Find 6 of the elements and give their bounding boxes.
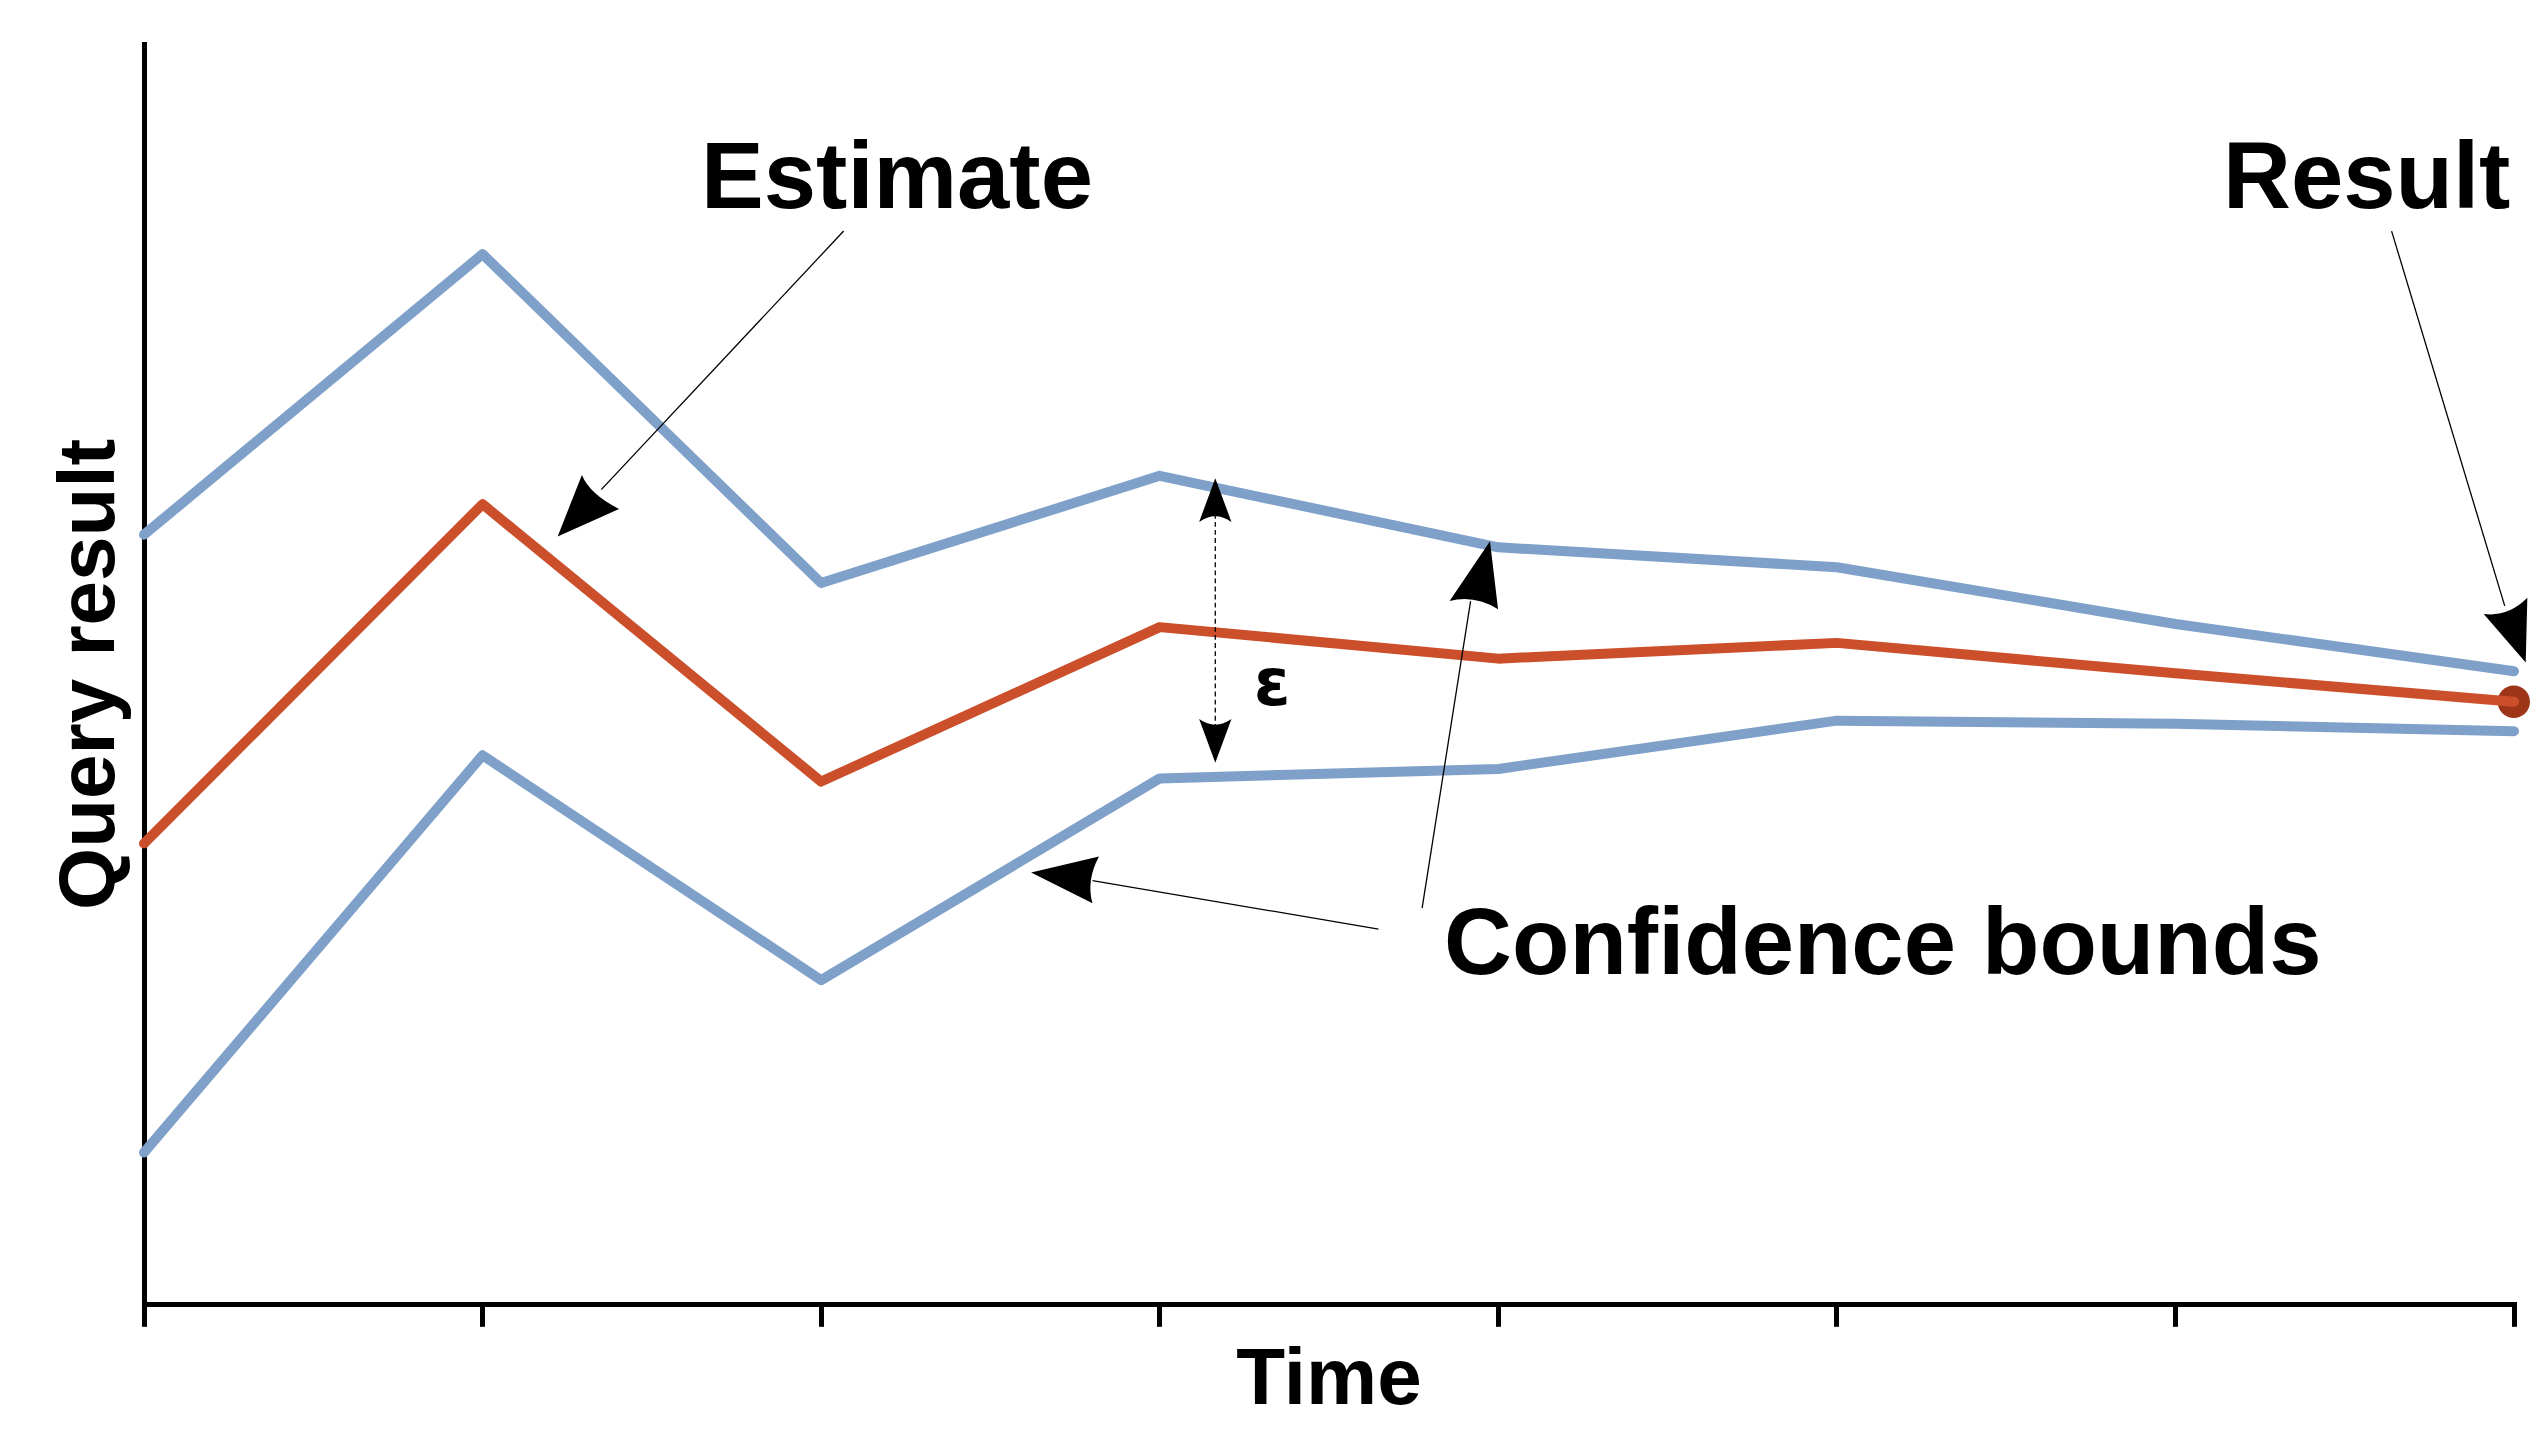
annotation: ε — [1253, 643, 1291, 721]
text: Estimate — [701, 122, 1093, 228]
text: Result — [2223, 122, 2511, 228]
y-axis-title: Query result — [42, 438, 132, 911]
annotation: Confidence bounds — [1444, 889, 2322, 995]
x-axis-title: Time — [1236, 1332, 1422, 1422]
